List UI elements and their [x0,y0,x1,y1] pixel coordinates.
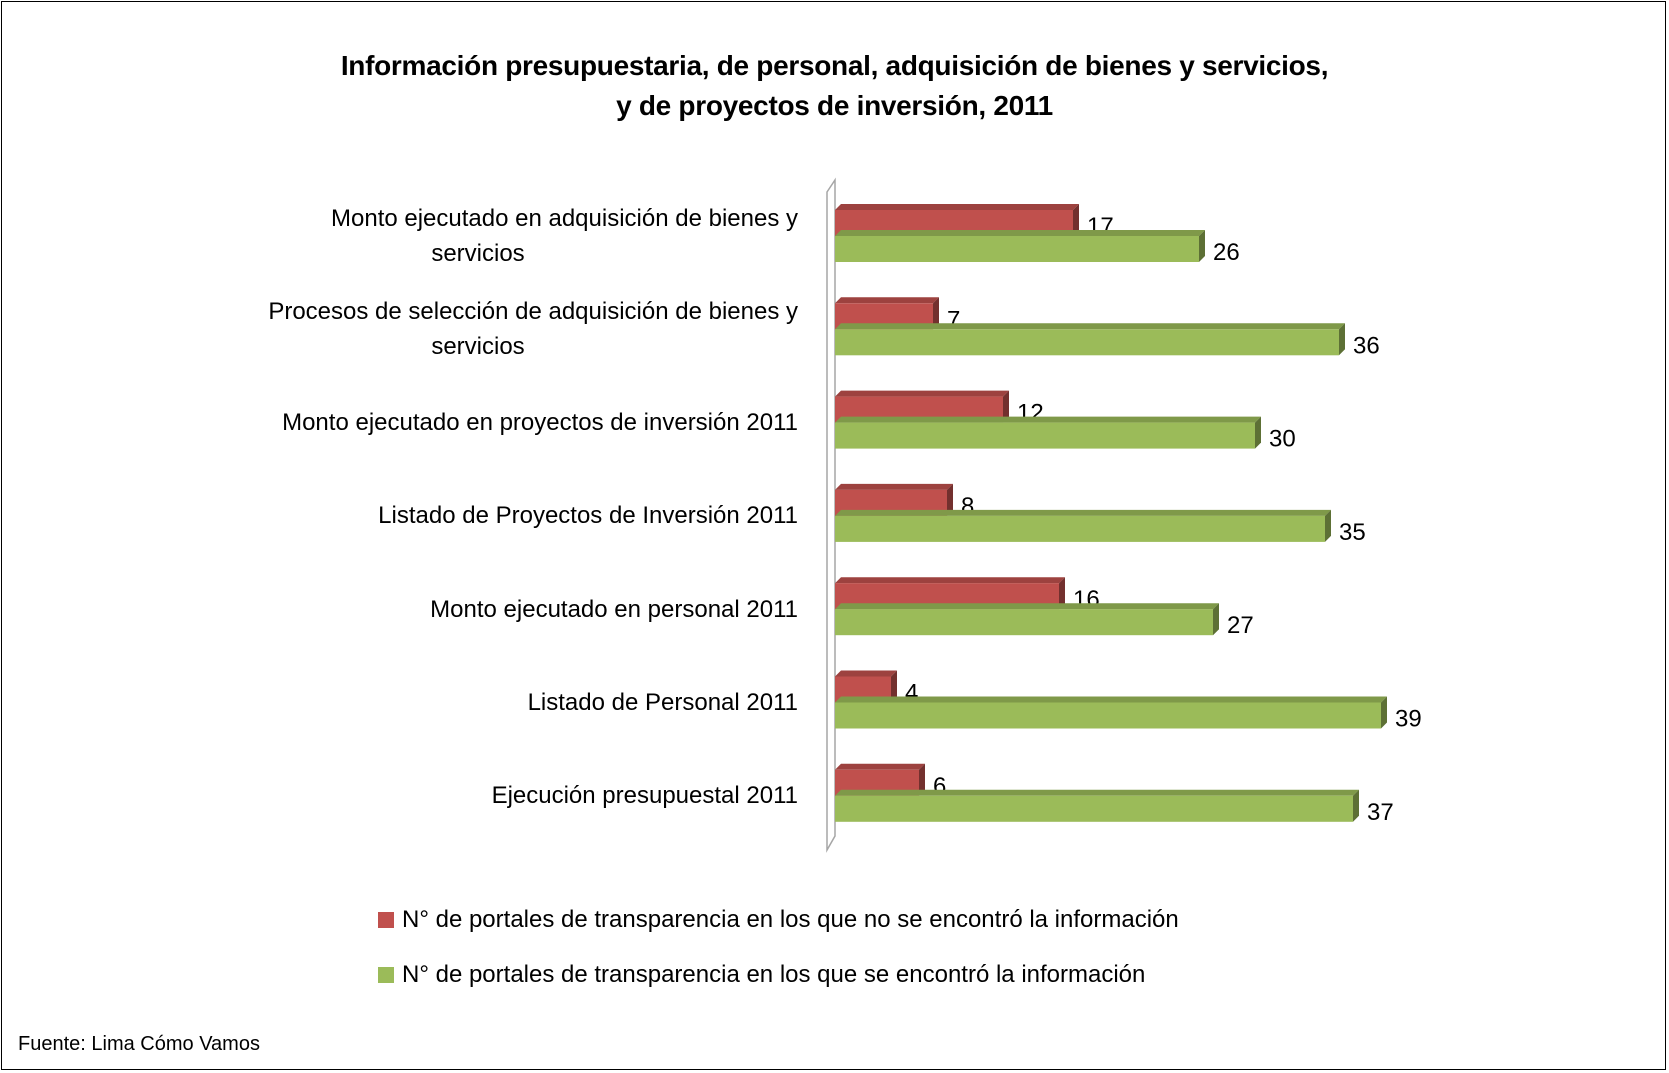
bar-top-0-4 [835,577,1065,584]
bar-1-4 [835,609,1213,636]
bar-side-1-6 [1353,789,1359,822]
category-label-line: Monto ejecutado en personal 2011 [430,595,798,623]
chart-title: Información presupuestaria, de personal,… [0,46,1669,126]
bar-top-0-0 [835,204,1079,210]
bar-side-1-1 [1339,323,1345,356]
bar-side-1-3 [1325,509,1331,542]
category-label: Listado de Personal 2011 [158,685,798,720]
bar-top-1-3 [835,509,1331,516]
category-label-line: servicios [431,240,525,267]
bar-side-1-0 [1199,230,1205,262]
bar-1-0 [835,236,1199,262]
category-label-line: Listado de Proyectos de Inversión 2011 [378,502,798,530]
bar-top-1-5 [835,696,1387,703]
chart-title-line-2: y de proyectos de inversión, 2011 [616,90,1053,121]
chart-title-line-1: Información presupuestaria, de personal,… [340,50,1329,81]
category-label: Ejecución presupuestal 2011 [158,778,798,813]
bar-top-1-4 [835,603,1219,610]
bar-1-6 [835,795,1353,822]
category-label-line: Procesos de selección de adquisición de … [268,298,798,326]
value-label-1-5: 39 [1395,706,1422,733]
category-label-line: Listado de Personal 2011 [527,689,798,716]
bar-1-3 [835,515,1325,542]
value-label-1-3: 35 [1339,519,1366,546]
category-label: Monto ejecutado en adquisición de bienes… [158,201,798,271]
bar-top-0-2 [835,390,1009,397]
bar-side-0-1 [933,297,939,330]
legend-label-found: N° de portales de transparencia en los q… [402,961,1146,988]
axis-wall [826,177,836,853]
legend-label-not-found: N° de portales de transparencia en los q… [402,906,1179,933]
bar-1-5 [835,702,1381,729]
bar-top-0-1 [835,297,939,304]
bar-side-1-4 [1213,603,1219,636]
legend-swatch-not-found [378,912,394,928]
value-label-1-2: 30 [1269,426,1296,453]
bar-side-1-2 [1255,416,1261,449]
legend-item-not-found: N° de portales de transparencia en los q… [378,905,1179,935]
bar-top-1-0 [835,230,1205,236]
bar-side-0-6 [919,763,925,796]
bar-top-0-6 [835,763,925,770]
bar-top-1-1 [835,323,1345,330]
bar-side-0-2 [1003,390,1009,423]
bar-top-0-5 [835,670,897,677]
bar-side-0-5 [891,670,897,703]
bar-top-0-3 [835,483,953,490]
bar-top-1-6 [835,789,1359,796]
source-note: Fuente: Lima Cómo Vamos [18,1033,260,1055]
legend-swatch-found [378,967,394,983]
category-label: Procesos de selección de adquisición de … [158,294,798,364]
category-label: Listado de Proyectos de Inversión 2011 [158,498,798,533]
bar-side-1-5 [1381,696,1387,729]
bar-side-0-0 [1073,204,1079,236]
value-label-1-6: 37 [1367,799,1394,826]
category-label: Monto ejecutado en proyectos de inversió… [158,405,798,440]
category-label-line: Ejecución presupuestal 2011 [491,782,798,810]
bar-top-1-2 [835,416,1261,423]
bar-1-1 [835,329,1339,356]
legend-item-found: N° de portales de transparencia en los q… [378,960,1145,990]
category-label-line: servicios [431,333,525,361]
bar-side-0-4 [1059,577,1065,610]
bar-1-2 [835,422,1255,449]
category-label-line: Monto ejecutado en adquisición de bienes… [331,205,798,232]
category-label-line: Monto ejecutado en proyectos de inversió… [282,409,798,437]
value-label-1-1: 36 [1353,332,1380,359]
category-label: Monto ejecutado en personal 2011 [158,592,798,627]
bar-side-0-3 [947,483,953,516]
value-label-1-4: 27 [1227,612,1254,639]
value-label-1-0: 26 [1213,239,1240,266]
